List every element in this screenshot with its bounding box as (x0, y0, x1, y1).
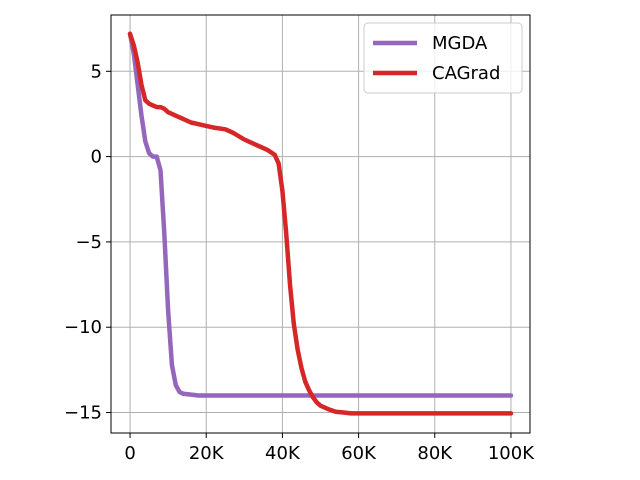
x-tick-label: 0 (124, 443, 135, 464)
x-tick-label: 20K (189, 443, 225, 464)
legend-label-mgda: MGDA (432, 33, 488, 54)
legend-label-cagrad: CAGrad (432, 63, 500, 84)
legend: MGDA CAGrad (363, 22, 523, 94)
x-tick-label: 100K (488, 443, 535, 464)
x-tick-label: 80K (417, 443, 453, 464)
series-line-mgda (127, 31, 514, 398)
axis-ticks: 0 20K 40K 60K 80K 100K 5 0 −5 −10 −15 (64, 61, 535, 464)
y-tick-label: −15 (64, 403, 102, 424)
legend-box (363, 22, 523, 94)
y-tick-label: −5 (75, 232, 102, 253)
x-tick-label: 40K (265, 443, 301, 464)
y-tick-label: 5 (91, 61, 102, 82)
y-tick-label: 0 (91, 147, 102, 168)
series-lines (127, 31, 514, 416)
plot-frame (110, 14, 531, 434)
y-tick-label: −10 (64, 317, 102, 338)
series-line-cagrad (127, 31, 514, 416)
x-tick-label: 60K (341, 443, 377, 464)
